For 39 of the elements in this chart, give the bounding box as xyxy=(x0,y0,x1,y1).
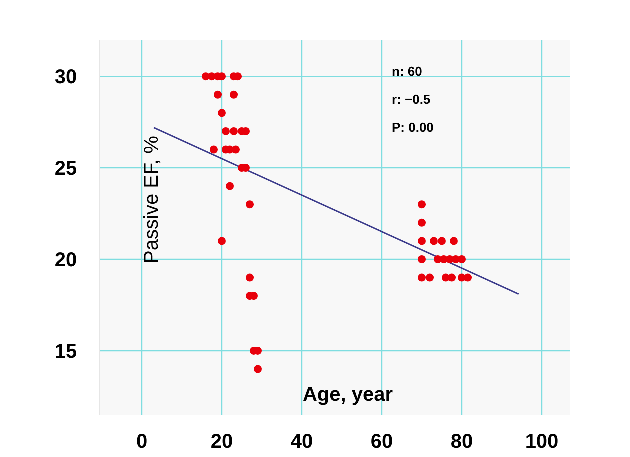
point xyxy=(230,90,238,99)
point xyxy=(418,256,426,264)
point xyxy=(218,109,226,118)
point xyxy=(458,256,466,264)
point xyxy=(210,146,218,154)
y-tick-label: 15 xyxy=(54,340,78,363)
x-tick-label: 60 xyxy=(370,431,394,453)
x-axis-title: Age, year xyxy=(302,384,394,406)
point xyxy=(438,237,446,246)
point xyxy=(232,146,240,154)
point xyxy=(214,90,222,99)
point xyxy=(246,274,254,282)
y-tick-label: 30 xyxy=(54,66,78,89)
point xyxy=(222,127,230,136)
point xyxy=(430,237,438,246)
point xyxy=(464,274,472,282)
annotation: P: 0.00 xyxy=(392,120,434,135)
point xyxy=(426,274,434,282)
x-tick-label: 40 xyxy=(290,431,314,453)
x-tick-label: 100 xyxy=(525,431,559,453)
annotation: r: −0.5 xyxy=(392,92,431,107)
point xyxy=(450,237,458,246)
point xyxy=(418,274,426,282)
point xyxy=(218,237,226,246)
point xyxy=(230,127,238,136)
y-tick-label: 20 xyxy=(54,250,78,272)
x-tick-label: 80 xyxy=(450,431,474,453)
point xyxy=(448,274,456,282)
x-tick-label: 20 xyxy=(210,431,234,453)
point xyxy=(226,182,234,190)
y-tick-label: 25 xyxy=(54,158,78,180)
point xyxy=(418,218,426,227)
annotation: n: 60 xyxy=(392,64,422,79)
point xyxy=(246,200,254,209)
x-tick-label: 0 xyxy=(136,431,148,453)
point xyxy=(254,365,262,374)
y-axis-title: Passive EF, % xyxy=(141,136,163,264)
point xyxy=(418,237,426,246)
point xyxy=(418,200,426,209)
